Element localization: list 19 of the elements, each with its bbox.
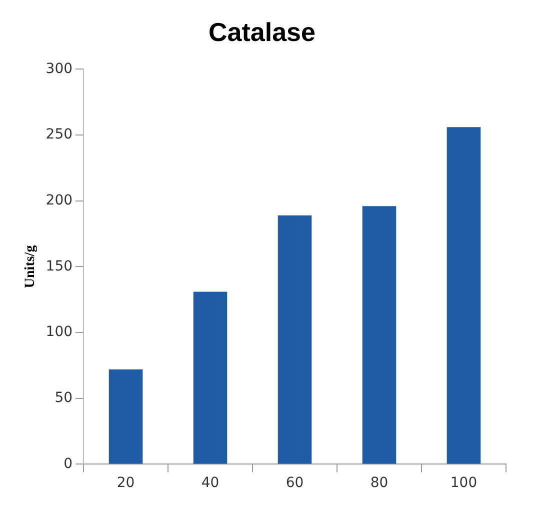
y-tick-label: 50 [54, 390, 73, 406]
bar [278, 215, 312, 464]
bar [446, 127, 481, 464]
y-tick-label: 300 [46, 60, 73, 77]
bar [362, 206, 396, 464]
x-tick-label: 60 [286, 475, 304, 492]
y-tick-label: 150 [46, 258, 73, 274]
x-tick-label: 20 [116, 475, 135, 492]
x-tick-label: 80 [370, 475, 388, 492]
y-tick-label: 250 [46, 126, 73, 143]
chart-title: Catalase [208, 16, 316, 47]
x-tick-label: 40 [201, 475, 220, 492]
y-tick-label: 200 [46, 192, 73, 209]
bar [193, 292, 228, 464]
y-tick-label: 100 [46, 324, 73, 340]
y-tick-label: 0 [64, 456, 73, 472]
x-tick-label: 100 [450, 475, 478, 492]
bar [108, 369, 143, 464]
y-axis-title: Units/g [23, 245, 38, 288]
